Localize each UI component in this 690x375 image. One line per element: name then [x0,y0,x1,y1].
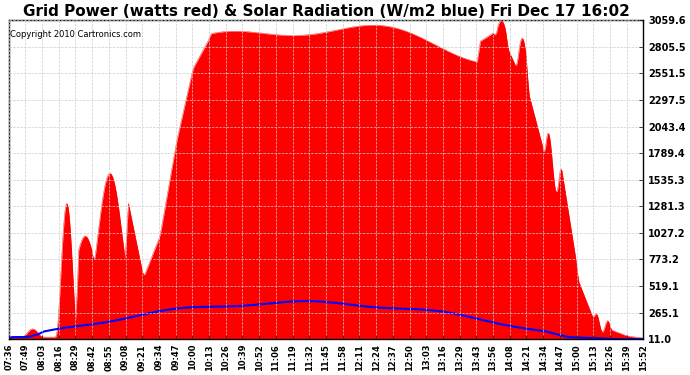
Text: Copyright 2010 Cartronics.com: Copyright 2010 Cartronics.com [10,30,141,39]
Title: Grid Power (watts red) & Solar Radiation (W/m2 blue) Fri Dec 17 16:02: Grid Power (watts red) & Solar Radiation… [23,4,629,19]
